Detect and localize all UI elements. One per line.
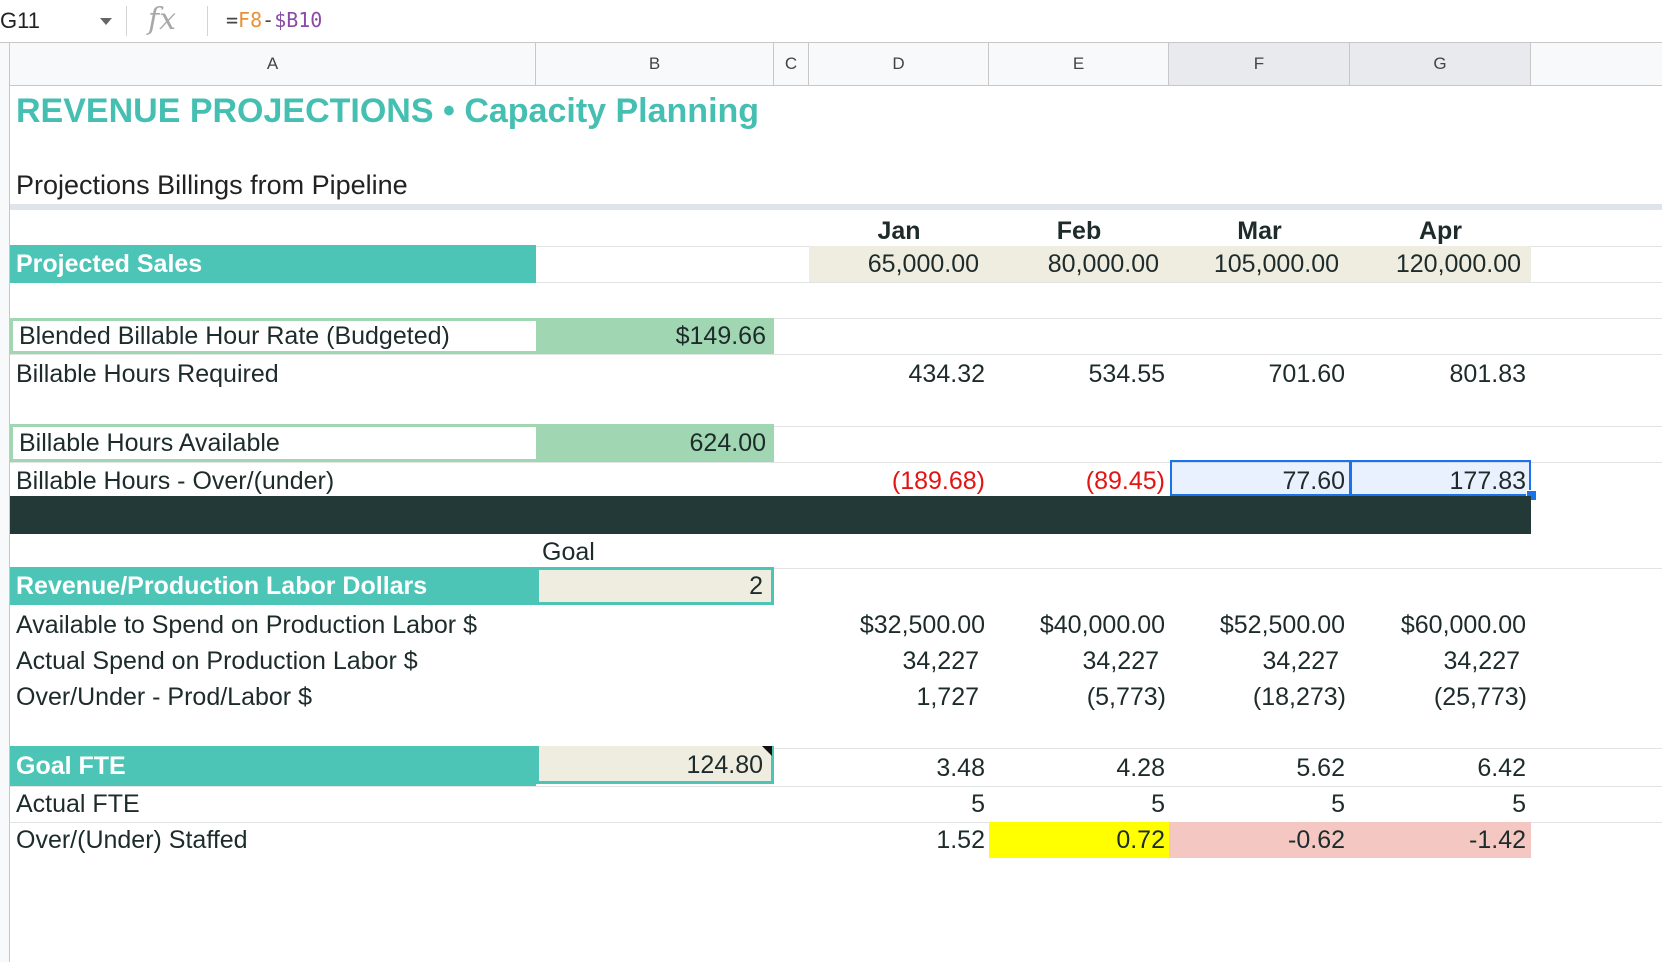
- column-header-c[interactable]: C: [774, 43, 809, 85]
- grid-line: [10, 748, 1662, 749]
- over-under-staffed-jan[interactable]: 1.52: [936, 826, 985, 854]
- hours-over-under-label[interactable]: Billable Hours - Over/(under): [16, 467, 335, 495]
- formula-operator: -: [262, 8, 275, 32]
- available-spend-label[interactable]: Available to Spend on Production Labor $: [16, 611, 477, 639]
- available-spend-apr[interactable]: $60,000.00: [1400, 611, 1526, 639]
- actual-spend-label[interactable]: Actual Spend on Production Labor $: [16, 647, 418, 675]
- actual-fte-jan[interactable]: 5: [971, 790, 985, 818]
- divider: [207, 6, 208, 36]
- over-under-staffed-mar[interactable]: -0.62: [1288, 826, 1345, 854]
- formula-input[interactable]: =F8-$B10: [226, 8, 322, 32]
- fill-handle[interactable]: [1526, 490, 1537, 501]
- actual-fte-label[interactable]: Actual FTE: [16, 790, 140, 818]
- formula-bar: G11 fx =F8-$B10: [0, 0, 1662, 43]
- actual-fte-mar[interactable]: 5: [1331, 790, 1345, 818]
- hours-available-label[interactable]: Billable Hours Available: [10, 424, 536, 462]
- selected-cell-f11[interactable]: [1170, 460, 1351, 496]
- over-under-labor-jan[interactable]: 1,727: [916, 683, 979, 711]
- highlight-mar-apr: [1169, 822, 1531, 858]
- section-band: [10, 496, 1531, 534]
- goal-fte-mar[interactable]: 5.62: [1296, 754, 1345, 782]
- over-under-labor-apr[interactable]: (25,773): [1433, 683, 1527, 711]
- available-spend-feb[interactable]: $40,000.00: [1039, 611, 1165, 639]
- goal-fte-apr[interactable]: 6.42: [1477, 754, 1526, 782]
- page-subtitle[interactable]: Projections Billings from Pipeline: [16, 170, 408, 200]
- column-header-row: A B C D E F G: [0, 43, 1662, 86]
- month-header-mar[interactable]: Mar: [1237, 217, 1282, 245]
- grid-line: [10, 568, 1662, 569]
- actual-spend-apr[interactable]: 34,227: [1443, 647, 1520, 675]
- hours-required-jan[interactable]: 434.32: [908, 360, 985, 388]
- goal-header[interactable]: Goal: [542, 538, 595, 566]
- goal-fte-label[interactable]: Goal FTE: [10, 746, 536, 786]
- grid-line: [10, 822, 1662, 823]
- hours-available-value[interactable]: 624.00: [536, 424, 774, 462]
- column-header-d[interactable]: D: [809, 43, 989, 85]
- over-under-staffed-apr[interactable]: -1.42: [1469, 826, 1526, 854]
- over-under-labor-mar[interactable]: (18,273): [1252, 683, 1346, 711]
- blended-rate-label[interactable]: Blended Billable Hour Rate (Budgeted): [10, 318, 536, 354]
- column-header-e[interactable]: E: [989, 43, 1169, 85]
- formula-ref-b10: $B10: [274, 8, 323, 32]
- name-box[interactable]: G11: [0, 0, 125, 42]
- highlight-feb: [989, 822, 1169, 858]
- projected-sales-band: [809, 246, 1531, 282]
- hours-required-mar[interactable]: 701.60: [1268, 360, 1345, 388]
- selected-cell-g11[interactable]: [1350, 460, 1531, 496]
- blended-rate-value[interactable]: $149.66: [536, 318, 774, 354]
- over-under-labor-label[interactable]: Over/Under - Prod/Labor $: [16, 683, 312, 711]
- chevron-down-icon[interactable]: [100, 18, 112, 25]
- projected-sales-label[interactable]: Projected Sales: [10, 245, 536, 283]
- grid-line: [10, 282, 1662, 283]
- hours-over-under-feb[interactable]: (89.45): [1085, 467, 1165, 495]
- cell-reference: G11: [0, 8, 40, 33]
- goal-fte-feb[interactable]: 4.28: [1116, 754, 1165, 782]
- actual-spend-feb[interactable]: 34,227: [1082, 647, 1159, 675]
- hours-over-under-mar[interactable]: 77.60: [1282, 467, 1345, 495]
- row-header-gutter[interactable]: [0, 43, 10, 962]
- revenue-labor-goal[interactable]: 2: [536, 567, 774, 605]
- fx-icon: fx: [148, 2, 177, 37]
- goal-fte-jan[interactable]: 3.48: [936, 754, 985, 782]
- page-title[interactable]: REVENUE PROJECTIONS • Capacity Planning: [16, 92, 760, 130]
- projected-sales-mar[interactable]: 105,000.00: [1213, 250, 1339, 278]
- over-under-labor-feb[interactable]: (5,773): [1086, 683, 1166, 711]
- available-spend-jan[interactable]: $32,500.00: [859, 611, 985, 639]
- grid-line: [10, 426, 1662, 427]
- column-header-g[interactable]: G: [1350, 43, 1531, 85]
- column-header-b[interactable]: B: [536, 43, 774, 85]
- over-under-staffed-feb[interactable]: 0.72: [1116, 826, 1165, 854]
- over-under-staffed-label[interactable]: Over/(Under) Staffed: [16, 826, 248, 854]
- month-header-feb[interactable]: Feb: [1056, 217, 1102, 245]
- projected-sales-feb[interactable]: 80,000.00: [1047, 250, 1159, 278]
- divider: [126, 6, 127, 36]
- actual-fte-feb[interactable]: 5: [1151, 790, 1165, 818]
- hours-required-label[interactable]: Billable Hours Required: [16, 360, 279, 388]
- hours-required-apr[interactable]: 801.83: [1449, 360, 1526, 388]
- goal-fte-value[interactable]: 124.80: [536, 746, 774, 784]
- hours-over-under-apr[interactable]: 177.83: [1449, 467, 1526, 495]
- actual-spend-mar[interactable]: 34,227: [1262, 647, 1339, 675]
- formula-equals: =: [226, 8, 239, 32]
- column-header-f[interactable]: F: [1169, 43, 1350, 85]
- month-header-apr[interactable]: Apr: [1418, 217, 1463, 245]
- actual-spend-jan[interactable]: 34,227: [902, 647, 979, 675]
- grid-line: [10, 462, 1662, 463]
- column-header-a[interactable]: A: [10, 43, 536, 85]
- grid-line: [10, 354, 1662, 355]
- hours-over-under-jan[interactable]: (189.68): [891, 467, 985, 495]
- revenue-labor-label[interactable]: Revenue/Production Labor Dollars: [10, 567, 536, 605]
- grid-line: [10, 786, 1662, 787]
- formula-ref-f8: F8: [238, 8, 263, 32]
- grid-line: [10, 318, 1662, 319]
- actual-fte-apr[interactable]: 5: [1512, 790, 1526, 818]
- section-divider: [10, 204, 1662, 210]
- projected-sales-jan[interactable]: 65,000.00: [867, 250, 979, 278]
- projected-sales-apr[interactable]: 120,000.00: [1395, 250, 1521, 278]
- comment-indicator-icon[interactable]: [762, 746, 772, 756]
- hours-required-feb[interactable]: 534.55: [1088, 360, 1165, 388]
- month-header-jan[interactable]: Jan: [877, 217, 921, 245]
- available-spend-mar[interactable]: $52,500.00: [1219, 611, 1345, 639]
